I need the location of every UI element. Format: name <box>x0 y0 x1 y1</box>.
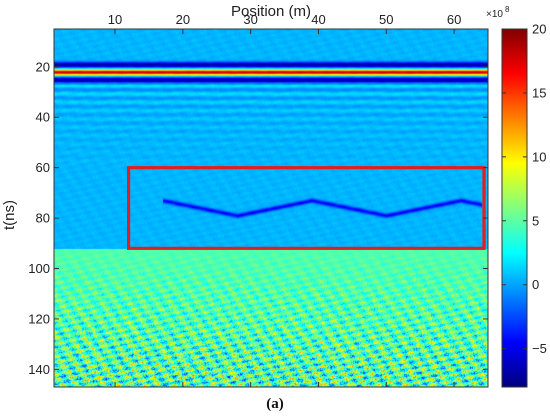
x-tick-label: 40 <box>311 12 325 27</box>
y-tick-label: 140 <box>28 362 50 377</box>
colorbar-tick-label: 0 <box>532 277 539 292</box>
colorbar-tick-label: −5 <box>532 341 547 356</box>
x-axis-label: Position (m) <box>231 3 311 20</box>
annotation-box <box>126 166 486 250</box>
colorbar-gradient <box>501 28 528 388</box>
plot-area <box>54 29 488 387</box>
y-tick-label: 60 <box>36 160 50 175</box>
y-tick-label: 40 <box>36 110 50 125</box>
axes: 10 20 30 40 50 60 20 40 60 80 100 120 140 <box>28 12 489 388</box>
plot-frame <box>53 28 489 388</box>
figure-caption: (a) <box>266 396 284 412</box>
radargram-image <box>54 29 488 387</box>
y-tick-label: 80 <box>36 211 50 226</box>
y-axis-label: t(ns) <box>1 200 18 230</box>
colorbar-tick-label: 10 <box>532 149 546 164</box>
colorbar-multiplier: ×10 <box>486 9 503 20</box>
colorbar-multiplier-exponent: 8 <box>505 5 510 14</box>
x-tick-label: 50 <box>379 12 393 27</box>
x-tick-label: 30 <box>243 12 257 27</box>
y-tick-label: 20 <box>36 59 50 74</box>
colorbar: −5 0 5 10 15 20 ×10 8 <box>486 5 547 388</box>
x-tick-label: 60 <box>447 12 461 27</box>
x-tick-label: 20 <box>176 12 190 27</box>
y-tick-label: 120 <box>28 311 50 326</box>
y-tick-label: 100 <box>28 261 50 276</box>
colorbar-tick-label: 15 <box>532 85 546 100</box>
x-tick-label: 10 <box>108 12 122 27</box>
colorbar-tick-label: 20 <box>532 22 546 37</box>
colorbar-tick-label: 5 <box>532 213 539 228</box>
